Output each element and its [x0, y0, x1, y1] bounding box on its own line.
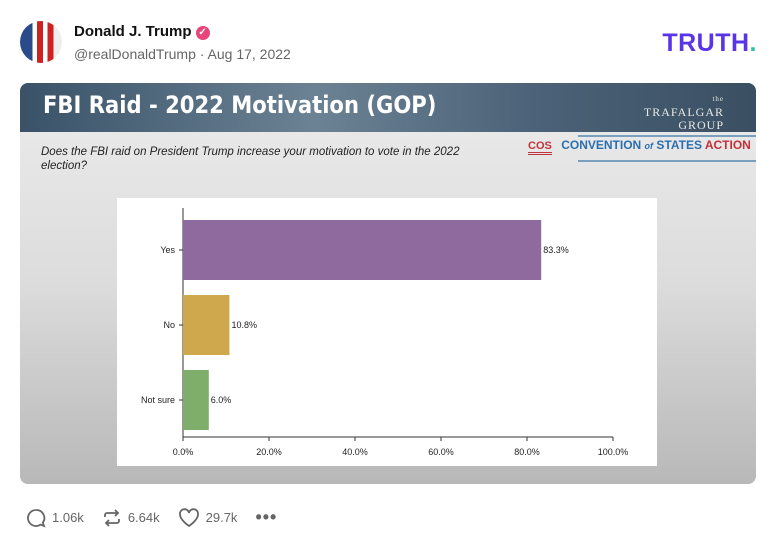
comment-icon	[27, 508, 46, 528]
x-tick-label: 100.0%	[598, 447, 629, 457]
image-header-band	[20, 83, 756, 132]
post-image[interactable]: FBI Raid - 2022 Motivation (GOP) the TRAF…	[20, 83, 756, 484]
category-label: Not sure	[141, 395, 175, 405]
image-title: FBI Raid - 2022 Motivation (GOP)	[43, 91, 437, 119]
x-tick-label: 60.0%	[428, 447, 454, 457]
reply-button[interactable]: 1.06k	[26, 508, 84, 528]
retruth-button[interactable]: 6.64k	[102, 508, 160, 528]
bar-chart-svg: Yes 83.3% No 10.8% Not sure 6.0% 0.0% 20.0% 40.0…	[141, 208, 629, 457]
more-icon: •••	[255, 507, 278, 527]
retruth-icon	[103, 508, 120, 527]
trafalgar-group-logo: the TRAFALGAR GROUP	[643, 95, 724, 132]
bar-chart: Yes 83.3% No 10.8% Not sure 6.0% 0.0% 20.0% 40.0…	[117, 198, 657, 466]
x-tick-label: 80.0%	[514, 447, 540, 457]
data-label: 10.8%	[231, 320, 257, 330]
x-tick-label: 40.0%	[342, 447, 368, 457]
more-button[interactable]: •••	[255, 507, 277, 528]
bar-yes	[183, 220, 542, 280]
post-actions: 1.06k 6.64k 29.7k •••	[26, 507, 295, 528]
heart-icon	[178, 507, 199, 527]
bar-no	[183, 295, 230, 355]
cos-action-logo: COS CONVENTION of STATES ACTION	[528, 135, 756, 162]
x-tick-label: 20.0%	[256, 447, 282, 457]
x-tick-label: 0.0%	[173, 447, 194, 457]
verified-badge-icon: ✓	[195, 26, 210, 40]
truth-logo: TRUTH.	[662, 29, 757, 57]
category-label: Yes	[160, 245, 175, 255]
bar-not-sure	[183, 370, 209, 430]
data-label: 83.3%	[543, 245, 569, 255]
handle-date: @realDonaldTrump · Aug 17, 2022	[74, 46, 291, 62]
survey-question: Does the FBI raid on President Trump inc…	[41, 146, 460, 172]
category-label: No	[163, 320, 175, 330]
avatar[interactable]	[20, 21, 62, 63]
data-label: 6.0%	[211, 395, 232, 405]
author-name[interactable]: Donald J. Trump ✓	[74, 23, 210, 40]
like-button[interactable]: 29.7k	[178, 507, 237, 528]
